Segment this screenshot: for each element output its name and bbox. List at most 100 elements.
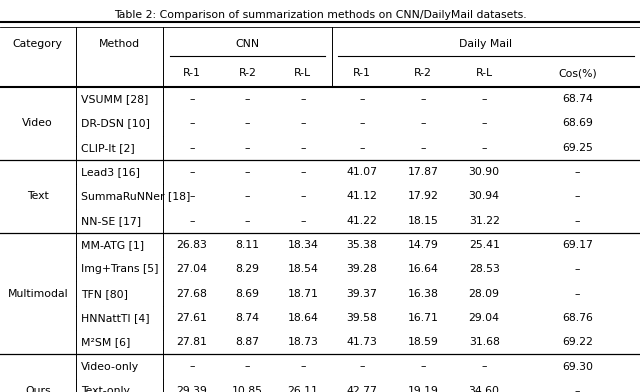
Text: –: –: [575, 216, 580, 226]
Text: –: –: [244, 191, 250, 201]
Text: Lead3 [16]: Lead3 [16]: [81, 167, 140, 177]
Text: 27.04: 27.04: [177, 264, 207, 274]
Text: 18.15: 18.15: [407, 216, 438, 226]
Text: 41.22: 41.22: [346, 216, 378, 226]
Text: –: –: [189, 143, 195, 153]
Text: –: –: [481, 94, 487, 104]
Text: R-1: R-1: [183, 68, 201, 78]
Text: 18.34: 18.34: [287, 240, 318, 250]
Text: –: –: [300, 118, 305, 129]
Text: Video-only: Video-only: [81, 361, 139, 372]
Text: –: –: [420, 94, 426, 104]
Text: 26.11: 26.11: [287, 386, 318, 392]
Text: 30.90: 30.90: [468, 167, 500, 177]
Text: 41.07: 41.07: [346, 167, 378, 177]
Text: –: –: [575, 191, 580, 201]
Text: 25.41: 25.41: [468, 240, 500, 250]
Text: 31.68: 31.68: [468, 337, 500, 347]
Text: Method: Method: [99, 38, 140, 49]
Text: Text: Text: [27, 191, 49, 201]
Text: –: –: [244, 167, 250, 177]
Text: 34.60: 34.60: [468, 386, 500, 392]
Text: –: –: [189, 216, 195, 226]
Text: SummaRuNNer [18]: SummaRuNNer [18]: [81, 191, 190, 201]
Text: –: –: [359, 118, 365, 129]
Text: Daily Mail: Daily Mail: [460, 38, 512, 49]
Text: R-1: R-1: [353, 68, 371, 78]
Text: 16.64: 16.64: [407, 264, 438, 274]
Text: 68.74: 68.74: [562, 94, 593, 104]
Text: –: –: [189, 191, 195, 201]
Text: –: –: [244, 118, 250, 129]
Text: 8.11: 8.11: [236, 240, 259, 250]
Text: –: –: [300, 361, 305, 372]
Text: –: –: [189, 361, 195, 372]
Text: 27.68: 27.68: [177, 289, 207, 299]
Text: –: –: [300, 143, 305, 153]
Text: 8.29: 8.29: [236, 264, 259, 274]
Text: 18.64: 18.64: [287, 313, 318, 323]
Text: 14.79: 14.79: [407, 240, 438, 250]
Text: –: –: [481, 361, 487, 372]
Text: –: –: [359, 94, 365, 104]
Text: 42.77: 42.77: [346, 386, 378, 392]
Text: –: –: [189, 167, 195, 177]
Text: 10.85: 10.85: [232, 386, 263, 392]
Text: 69.30: 69.30: [562, 361, 593, 372]
Text: 35.38: 35.38: [346, 240, 378, 250]
Text: –: –: [189, 118, 195, 129]
Text: 27.61: 27.61: [177, 313, 207, 323]
Text: 30.94: 30.94: [468, 191, 500, 201]
Text: R-2: R-2: [414, 68, 431, 78]
Text: –: –: [481, 143, 487, 153]
Text: 28.53: 28.53: [468, 264, 500, 274]
Text: Table 2: Comparison of summarization methods on CNN/DailyMail datasets.: Table 2: Comparison of summarization met…: [114, 10, 526, 20]
Text: 18.71: 18.71: [287, 289, 318, 299]
Text: CLIP-It [2]: CLIP-It [2]: [81, 143, 134, 153]
Text: R-2: R-2: [239, 68, 256, 78]
Text: VSUMM [28]: VSUMM [28]: [81, 94, 148, 104]
Text: Multimodal: Multimodal: [8, 289, 68, 299]
Text: 17.87: 17.87: [407, 167, 438, 177]
Text: 69.25: 69.25: [562, 143, 593, 153]
Text: 8.69: 8.69: [236, 289, 259, 299]
Text: R-L: R-L: [294, 68, 311, 78]
Text: –: –: [420, 361, 426, 372]
Text: –: –: [300, 216, 305, 226]
Text: Text-only: Text-only: [81, 386, 129, 392]
Text: 41.12: 41.12: [346, 191, 378, 201]
Text: –: –: [244, 94, 250, 104]
Text: TFN [80]: TFN [80]: [81, 289, 127, 299]
Text: –: –: [300, 191, 305, 201]
Text: 41.73: 41.73: [346, 337, 378, 347]
Text: 18.59: 18.59: [407, 337, 438, 347]
Text: –: –: [575, 289, 580, 299]
Text: 31.22: 31.22: [468, 216, 500, 226]
Text: –: –: [481, 118, 487, 129]
Text: Cos(%): Cos(%): [558, 68, 597, 78]
Text: 39.37: 39.37: [346, 289, 378, 299]
Text: –: –: [300, 94, 305, 104]
Text: 17.92: 17.92: [407, 191, 438, 201]
Text: 29.39: 29.39: [177, 386, 207, 392]
Text: –: –: [244, 143, 250, 153]
Text: 26.83: 26.83: [177, 240, 207, 250]
Text: –: –: [575, 264, 580, 274]
Text: 19.19: 19.19: [407, 386, 438, 392]
Text: 39.28: 39.28: [346, 264, 378, 274]
Text: NN-SE [17]: NN-SE [17]: [81, 216, 141, 226]
Text: 29.04: 29.04: [468, 313, 500, 323]
Text: 18.54: 18.54: [287, 264, 318, 274]
Text: MM-ATG [1]: MM-ATG [1]: [81, 240, 144, 250]
Text: 16.71: 16.71: [407, 313, 438, 323]
Text: Ours: Ours: [25, 386, 51, 392]
Text: HNNattTI [4]: HNNattTI [4]: [81, 313, 149, 323]
Text: 39.58: 39.58: [346, 313, 378, 323]
Text: –: –: [359, 143, 365, 153]
Text: Img+Trans [5]: Img+Trans [5]: [81, 264, 158, 274]
Text: 28.09: 28.09: [468, 289, 500, 299]
Text: 68.76: 68.76: [562, 313, 593, 323]
Text: –: –: [244, 361, 250, 372]
Text: 8.87: 8.87: [236, 337, 259, 347]
Text: 16.38: 16.38: [407, 289, 438, 299]
